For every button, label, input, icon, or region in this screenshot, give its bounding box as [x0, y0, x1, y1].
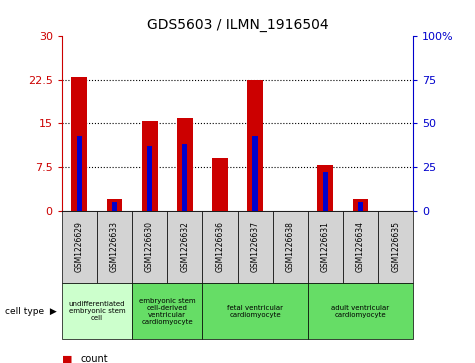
Text: cell type  ▶: cell type ▶ [5, 307, 57, 316]
Text: embryonic stem
cell-derived
ventricular
cardiomyocyte: embryonic stem cell-derived ventricular … [139, 298, 196, 325]
Text: adult ventricular
cardiomyocyte: adult ventricular cardiomyocyte [332, 305, 389, 318]
Bar [317, 165, 333, 211]
Text: GSM1226636: GSM1226636 [216, 221, 224, 272]
Bar [202, 283, 308, 339]
Bar [358, 202, 363, 211]
Bar [76, 136, 82, 211]
Bar [212, 158, 228, 211]
Bar [238, 211, 273, 283]
Bar [62, 211, 97, 283]
Bar [343, 211, 378, 283]
Text: undifferentiated
embryonic stem
cell: undifferentiated embryonic stem cell [68, 301, 125, 321]
Bar [106, 199, 123, 211]
Bar [132, 211, 167, 283]
Text: GSM1226631: GSM1226631 [321, 221, 330, 272]
Text: GSM1226632: GSM1226632 [180, 221, 189, 272]
Text: GSM1226634: GSM1226634 [356, 221, 365, 272]
Text: GSM1226629: GSM1226629 [75, 221, 84, 272]
Bar [352, 199, 369, 211]
Bar [273, 211, 308, 283]
Text: GSM1226638: GSM1226638 [286, 221, 294, 272]
Text: count: count [81, 354, 108, 363]
Bar [167, 211, 202, 283]
Text: GSM1226630: GSM1226630 [145, 221, 154, 272]
Text: ■: ■ [62, 354, 72, 363]
Bar [308, 211, 343, 283]
Bar [147, 146, 152, 211]
Bar [202, 211, 238, 283]
Bar [112, 202, 117, 211]
Bar [62, 283, 132, 339]
Bar [378, 211, 413, 283]
Bar [71, 77, 87, 211]
Text: fetal ventricular
cardiomyocyte: fetal ventricular cardiomyocyte [227, 305, 283, 318]
Bar [97, 211, 132, 283]
Bar [323, 172, 328, 211]
Bar [142, 121, 158, 211]
Bar [247, 80, 263, 211]
Bar [177, 118, 193, 211]
Bar [182, 144, 188, 211]
Bar [252, 136, 258, 211]
Title: GDS5603 / ILMN_1916504: GDS5603 / ILMN_1916504 [147, 19, 328, 33]
Text: GSM1226637: GSM1226637 [251, 221, 259, 272]
Text: GSM1226633: GSM1226633 [110, 221, 119, 272]
Bar [308, 283, 413, 339]
Text: GSM1226635: GSM1226635 [391, 221, 400, 272]
Bar [132, 283, 202, 339]
